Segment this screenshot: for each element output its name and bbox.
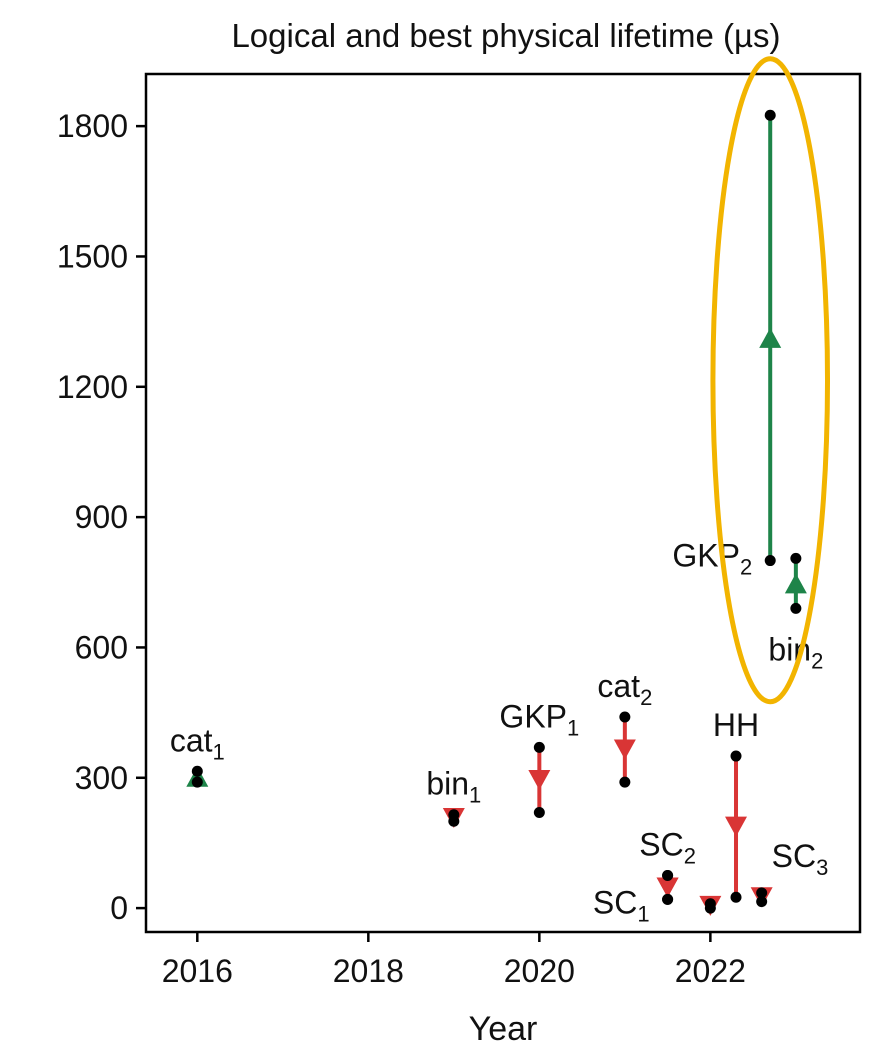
- point-label-subscript: 1: [567, 715, 579, 740]
- x-tick-label: 2018: [333, 953, 404, 989]
- point-label: cat2: [597, 668, 652, 710]
- end-point: [704, 902, 716, 914]
- end-point: [662, 893, 674, 905]
- x-axis: 2016 2018 2020 2022: [162, 932, 746, 989]
- x-axis-label: Year: [469, 1010, 538, 1047]
- y-tick-label: 1200: [57, 369, 128, 405]
- start-point: [619, 711, 631, 723]
- data-point-group: [759, 109, 782, 567]
- data-point-group: [750, 887, 773, 908]
- point-label-name: SC: [772, 838, 816, 874]
- point-label-name: cat: [597, 668, 640, 704]
- point-label-name: cat: [170, 722, 213, 758]
- start-point: [756, 887, 768, 899]
- data-point-group: [699, 895, 722, 916]
- point-label-name: HH: [713, 707, 759, 743]
- start-point: [533, 741, 545, 753]
- point-label-name: GKP: [672, 538, 740, 574]
- x-tick-label: 2020: [504, 953, 575, 989]
- start-point: [730, 750, 742, 762]
- arrow-down-marker: [613, 739, 636, 760]
- point-label-subscript: 1: [213, 739, 225, 764]
- point-label: SC1: [593, 884, 650, 926]
- arrow-up-marker: [784, 573, 807, 594]
- chart-title: Logical and best physical lifetime (µs): [231, 17, 780, 54]
- point-label-subscript: 1: [469, 783, 481, 808]
- arrow-down-marker: [725, 816, 748, 837]
- point-label-subscript: 2: [811, 648, 823, 673]
- end-point: [533, 807, 545, 819]
- end-point: [619, 776, 631, 788]
- arrow-up-marker: [759, 327, 782, 348]
- data-point-group: [528, 741, 551, 819]
- end-point: [790, 552, 802, 564]
- data-marks: [186, 109, 807, 916]
- y-tick-label: 1800: [57, 108, 128, 144]
- point-label-subscript: 2: [640, 685, 652, 710]
- data-point-group: [186, 765, 209, 788]
- data-point-group: [442, 807, 465, 828]
- start-point: [662, 870, 674, 882]
- end-point: [730, 891, 742, 903]
- start-point: [790, 602, 802, 614]
- end-point: [191, 765, 203, 777]
- end-point: [764, 109, 776, 121]
- point-label: cat1: [170, 722, 225, 764]
- y-tick-label: 0: [110, 890, 128, 926]
- y-tick-label: 900: [75, 499, 128, 535]
- y-axis: 0 300 600 900 1200 1500 1800: [57, 108, 146, 926]
- end-point: [756, 896, 768, 908]
- data-point-group: [656, 870, 679, 905]
- data-point-group: [725, 750, 748, 903]
- point-label-subscript: 2: [740, 555, 752, 580]
- point-label-name: SC: [639, 827, 683, 863]
- point-label-name: bin: [426, 766, 469, 802]
- y-tick-label: 1500: [57, 238, 128, 274]
- point-label-name: SC: [593, 884, 637, 920]
- plot-frame: [144, 72, 862, 934]
- data-point-group: [613, 711, 636, 788]
- start-point: [191, 776, 203, 788]
- x-tick-label: 2016: [162, 953, 233, 989]
- y-tick-label: 300: [75, 760, 128, 796]
- annotations: [710, 56, 831, 705]
- data-point-group: [784, 552, 807, 614]
- highlight-ellipse: [710, 56, 831, 705]
- point-label: HH: [713, 707, 759, 743]
- point-label: GKP1: [499, 698, 579, 740]
- x-tick-label: 2022: [675, 953, 746, 989]
- y-tick-label: 600: [75, 629, 128, 665]
- point-label: bin1: [426, 766, 481, 808]
- point-label-subscript: 3: [816, 855, 828, 880]
- point-label-name: GKP: [499, 698, 567, 734]
- point-label-subscript: 2: [684, 844, 696, 869]
- point-label: GKP2: [672, 538, 752, 580]
- point-label: SC3: [772, 838, 829, 880]
- point-label: SC2: [639, 827, 696, 869]
- end-point: [448, 815, 460, 827]
- arrow-down-marker: [656, 877, 679, 898]
- arrow-down-marker: [528, 769, 551, 790]
- start-point: [764, 555, 776, 567]
- point-label-subscript: 1: [637, 901, 649, 926]
